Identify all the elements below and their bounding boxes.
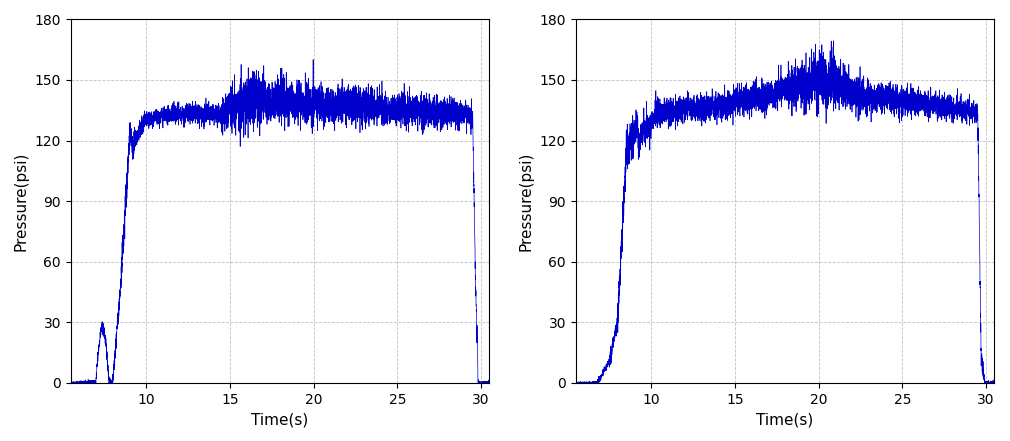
X-axis label: Time(s): Time(s) <box>251 412 309 427</box>
X-axis label: Time(s): Time(s) <box>756 412 814 427</box>
Y-axis label: Pressure(psi): Pressure(psi) <box>14 151 29 251</box>
Y-axis label: Pressure(psi): Pressure(psi) <box>519 151 534 251</box>
